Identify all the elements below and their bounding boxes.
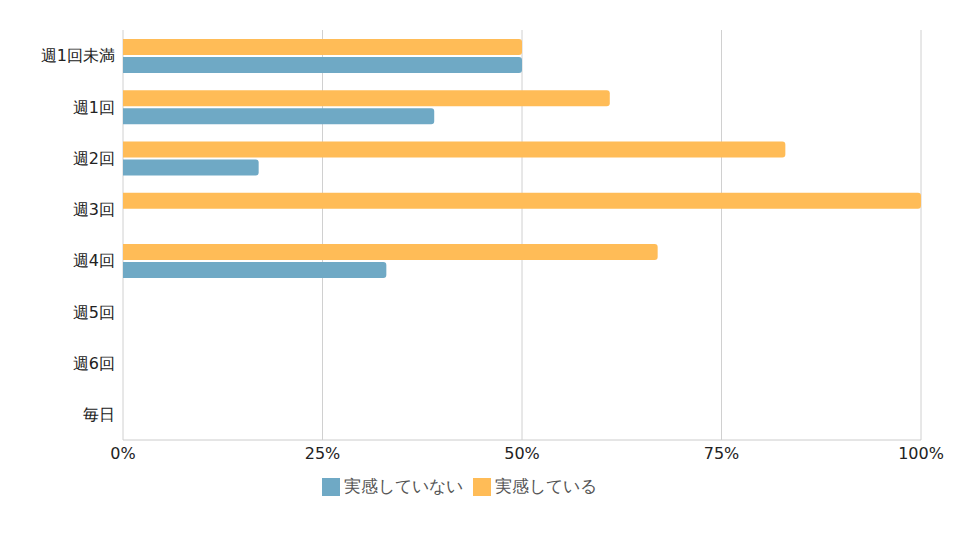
svg-text:週1回未満: 週1回未満 bbox=[41, 46, 115, 65]
svg-text:75%: 75% bbox=[704, 444, 740, 463]
svg-text:週4回: 週4回 bbox=[73, 251, 115, 270]
svg-text:50%: 50% bbox=[504, 444, 540, 463]
svg-text:25%: 25% bbox=[305, 444, 341, 463]
svg-text:週1回: 週1回 bbox=[73, 98, 115, 117]
svg-text:週3回: 週3回 bbox=[73, 200, 115, 219]
svg-text:100%: 100% bbox=[898, 444, 944, 463]
svg-text:毎日: 毎日 bbox=[83, 405, 115, 424]
svg-text:0%: 0% bbox=[110, 444, 135, 463]
svg-text:週2回: 週2回 bbox=[73, 149, 115, 168]
html-text:実感していない: 実感していない bbox=[344, 476, 463, 496]
html-text:実感している: 実感している bbox=[495, 476, 597, 496]
svg-text:週5回: 週5回 bbox=[73, 303, 115, 322]
svg-text:週6回: 週6回 bbox=[73, 354, 115, 373]
